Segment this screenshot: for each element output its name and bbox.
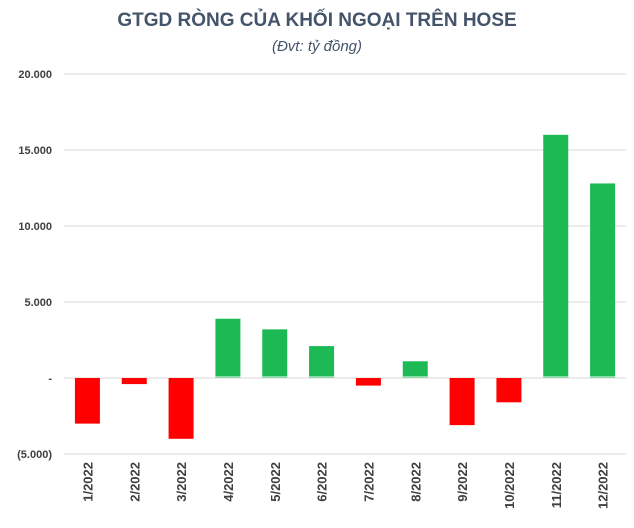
chart-subtitle: (Đvt: tỷ đồng) [271, 38, 363, 55]
bar-4-2022 [215, 318, 241, 378]
bar-1-2022 [74, 378, 100, 424]
x-category-label: 8/2022 [408, 462, 423, 502]
bar-3-2022 [168, 378, 194, 439]
x-category-label: 9/2022 [455, 462, 470, 502]
y-tick-label: 15.000 [18, 145, 52, 157]
y-tick-label: 5.000 [24, 297, 52, 309]
y-tick-label: - [48, 373, 52, 385]
x-category-label: 12/2022 [596, 462, 611, 509]
x-category-label: 7/2022 [361, 462, 376, 502]
x-category-label: 2/2022 [127, 462, 142, 502]
x-category-label: 6/2022 [315, 462, 330, 502]
x-category-label: 10/2022 [502, 462, 517, 509]
y-tick-label: (5.000) [17, 449, 52, 461]
bar-6-2022 [309, 346, 335, 378]
bar-7-2022 [355, 378, 381, 386]
x-category-label: 3/2022 [174, 462, 189, 502]
y-tick-label: 10.000 [18, 221, 52, 233]
x-category-label: 4/2022 [221, 462, 236, 502]
bar-2-2022 [121, 378, 147, 385]
bar-12-2022 [590, 183, 616, 378]
bar-8-2022 [402, 361, 428, 378]
chart-title: GTGD RÒNG CỦA KHỐI NGOẠI TRÊN HOSE [117, 10, 517, 31]
bar-11-2022 [543, 134, 569, 378]
x-category-label: 5/2022 [268, 462, 283, 502]
y-tick-label: 20.000 [18, 69, 52, 81]
x-category-label: 11/2022 [549, 462, 564, 508]
bar-5-2022 [262, 329, 288, 378]
bar-9-2022 [449, 378, 475, 426]
bar-10-2022 [496, 378, 522, 403]
x-category-label: 1/2022 [80, 462, 95, 502]
